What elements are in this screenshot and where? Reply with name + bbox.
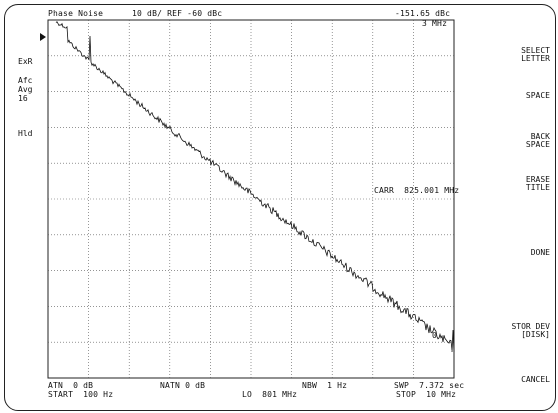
instrument-screen	[4, 4, 556, 411]
sweep-time-label: SWP 7.372 sec	[394, 381, 465, 390]
marker-freq-readout: 3 MHz	[422, 19, 448, 28]
nbw-label: NBW 1 Hz	[302, 381, 348, 390]
graticule-grid	[48, 20, 454, 378]
marker-spike	[451, 329, 455, 353]
natn-label: NATN 0 dB	[160, 381, 206, 390]
softkey-stor-dev[interactable]: STOR DEV [DISK]	[511, 322, 550, 339]
mode-label: Phase Noise	[48, 9, 104, 18]
softkey-cancel[interactable]: CANCEL	[521, 375, 550, 384]
lo-label: LO 801 MHz	[242, 390, 298, 399]
marker-level-readout: -151.65 dBc	[395, 9, 451, 18]
exr-annotation: ExR	[18, 57, 33, 66]
reference-marker-arrow	[40, 33, 46, 41]
softkey-select-letter[interactable]: SELECT LETTER	[521, 46, 550, 63]
marker-label: 0	[432, 331, 438, 340]
carrier-readout: CARR 825.001 MHz	[374, 186, 460, 195]
softkey-erase-title[interactable]: ERASE TITLE	[525, 175, 550, 192]
scale-ref-label: 10 dB/ REF -60 dBc	[132, 9, 223, 18]
avg-count-annotation: 16	[18, 94, 28, 103]
atn-label: ATN 0 dB	[48, 381, 94, 390]
avg-annotation: Avg	[18, 85, 33, 94]
stop-freq-label: STOP 10 MHz	[396, 390, 457, 399]
start-freq-label: START 100 Hz	[48, 390, 114, 399]
softkey-back-space[interactable]: BACK SPACE	[525, 132, 550, 149]
phase-noise-trace	[55, 21, 453, 351]
softkey-done[interactable]: DONE	[530, 248, 550, 257]
softkey-space[interactable]: SPACE	[525, 91, 550, 100]
afc-annotation: Afc	[18, 76, 33, 85]
hold-annotation: Hld	[18, 129, 33, 138]
